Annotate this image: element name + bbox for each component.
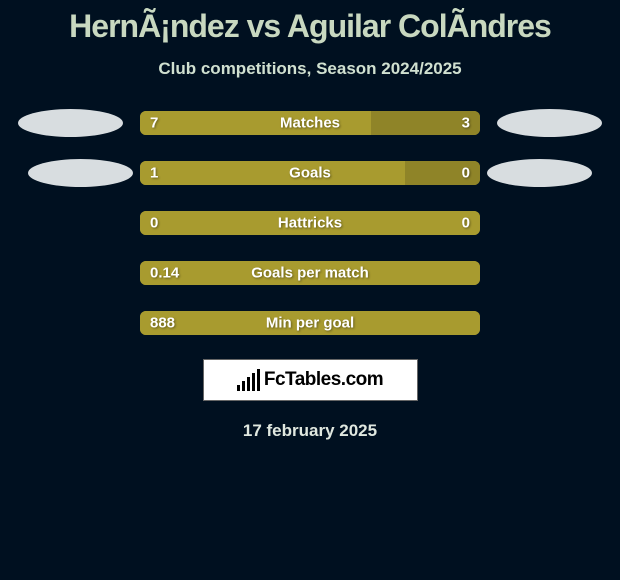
left-value: 7 xyxy=(150,115,158,132)
bar-left-fill xyxy=(140,161,405,185)
right-value: 3 xyxy=(462,115,470,132)
metric-row: 888 Min per goal xyxy=(0,309,620,337)
left-value: 0.14 xyxy=(150,265,179,282)
metric-row: 7 Matches 3 xyxy=(0,109,620,137)
fctables-logo[interactable]: FcTables.com xyxy=(203,359,418,401)
metric-bar: 0 Hattricks 0 xyxy=(140,211,480,235)
metric-row: 0 Hattricks 0 xyxy=(0,209,620,237)
comparison-subtitle: Club competitions, Season 2024/2025 xyxy=(0,59,620,79)
left-value: 0 xyxy=(150,215,158,232)
logo-text: FcTables.com xyxy=(264,369,383,391)
left-team-badge xyxy=(18,109,123,137)
right-team-badge xyxy=(487,159,592,187)
metric-label: Matches xyxy=(280,115,340,132)
date-text: 17 february 2025 xyxy=(0,421,620,441)
metric-rows: 7 Matches 3 1 Goals 0 0 Hattricks 0 0.14 Goals per… xyxy=(0,109,620,337)
metric-label: Hattricks xyxy=(278,215,342,232)
metric-bar: 888 Min per goal xyxy=(140,311,480,335)
right-value: 0 xyxy=(462,165,470,182)
left-value: 888 xyxy=(150,315,175,332)
bar-chart-icon xyxy=(237,369,260,391)
metric-bar: 0.14 Goals per match xyxy=(140,261,480,285)
right-team-badge xyxy=(497,109,602,137)
metric-bar: 1 Goals 0 xyxy=(140,161,480,185)
metric-row: 1 Goals 0 xyxy=(0,159,620,187)
metric-bar: 7 Matches 3 xyxy=(140,111,480,135)
metric-row: 0.14 Goals per match xyxy=(0,259,620,287)
comparison-title: HernÃ¡ndez vs Aguilar ColÃndres xyxy=(0,0,620,45)
left-value: 1 xyxy=(150,165,158,182)
metric-label: Goals xyxy=(289,165,331,182)
metric-label: Min per goal xyxy=(266,315,354,332)
metric-label: Goals per match xyxy=(251,265,369,282)
right-value: 0 xyxy=(462,215,470,232)
left-team-badge xyxy=(28,159,133,187)
